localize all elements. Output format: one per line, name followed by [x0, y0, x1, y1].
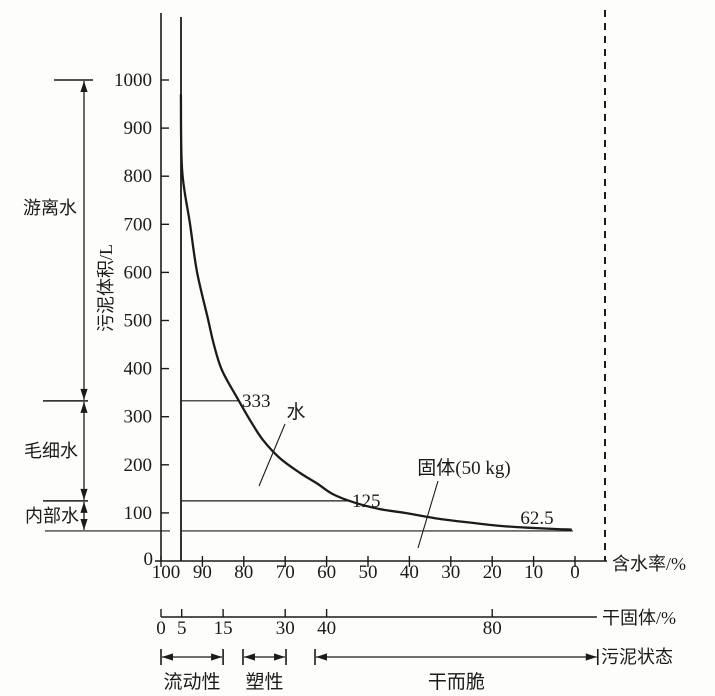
- volume-curve: [179, 17, 573, 561]
- arrowhead-icon: [80, 81, 88, 92]
- x-tick-label-40: 40: [400, 562, 419, 583]
- y-tick-label-1000: 1000: [114, 70, 152, 91]
- state-zone-label-0: 流动性: [164, 671, 221, 693]
- y-tick-label-0: 0: [144, 549, 154, 570]
- reference-value-62.5: 62.5: [520, 508, 553, 529]
- water-fraction-label-1: 毛细水: [24, 441, 78, 461]
- annotations: 水固体(50 kg): [258, 401, 511, 549]
- state-axis: 流动性 塑性 干而脆 污泥状态: [160, 647, 673, 693]
- y-tick-label-500: 500: [124, 311, 153, 332]
- x-tick-label-90: 90: [193, 562, 212, 583]
- y-tick-label-400: 400: [124, 359, 153, 380]
- x-tick-label-100: 100: [152, 562, 181, 583]
- state-axis-title: 污泥状态: [601, 647, 673, 667]
- water-leader-line: [258, 423, 286, 487]
- solids-annotation-label: 固体(50 kg): [417, 457, 510, 479]
- x-axis-title: 含水率/%: [612, 554, 686, 574]
- water-fraction-label-2: 内部水: [25, 506, 79, 526]
- dry-tick-label-15: 15: [214, 618, 233, 639]
- water-annotation-label: 水: [286, 401, 305, 423]
- curve-path: [179, 93, 573, 531]
- solids-leader-line: [417, 480, 439, 549]
- arrowhead-icon: [316, 653, 328, 661]
- y-tick-label-300: 300: [124, 407, 153, 428]
- x-tick-label-30: 30: [441, 562, 460, 583]
- x-tick-label-10: 10: [524, 562, 543, 583]
- state-zone-label-2: 干而脆: [428, 671, 485, 693]
- y-tick-label-800: 800: [124, 166, 153, 187]
- y-tick-label-700: 700: [124, 214, 153, 235]
- dry-solids-axis: 0 5 15 30 40 80 干固体/%: [156, 608, 676, 639]
- arrowhead-icon: [80, 401, 88, 413]
- arrowhead-icon: [80, 501, 88, 513]
- y-axis: 0 100 200 300 400 500 600 700 800 900 1000 污泥体积/L: [96, 13, 169, 570]
- dry-tick-label-30: 30: [276, 618, 295, 639]
- arrowhead-icon: [585, 653, 597, 661]
- dry-tick-label-80: 80: [483, 618, 502, 639]
- x-axis: 100 90 80 70 60 50 40 30 20 10 0 含水率/%: [152, 554, 686, 583]
- arrowhead-icon: [243, 653, 255, 661]
- dry-tick-label-5: 5: [177, 618, 187, 639]
- y-tick-label-200: 200: [124, 455, 153, 476]
- y-tick-label-100: 100: [124, 503, 153, 524]
- state-zone-label-1: 塑性: [245, 671, 283, 693]
- reference-value-333: 333: [242, 391, 271, 412]
- x-tick-label-50: 50: [359, 562, 378, 583]
- y-axis-title: 污泥体积/L: [96, 244, 116, 332]
- water-fraction-label-0: 游离水: [23, 198, 77, 218]
- arrowhead-icon: [80, 388, 88, 400]
- dry-tick-label-0: 0: [156, 618, 166, 639]
- x-tick-label-0: 0: [570, 562, 580, 583]
- arrowhead-icon: [80, 518, 88, 530]
- y-tick-label-600: 600: [124, 262, 153, 283]
- x-tick-label-60: 60: [317, 562, 336, 583]
- dry-axis-title: 干固体/%: [602, 608, 676, 628]
- x-tick-label-80: 80: [234, 562, 253, 583]
- x-tick-label-20: 20: [483, 562, 502, 583]
- arrowhead-icon: [80, 488, 88, 500]
- arrowhead-icon: [274, 653, 286, 661]
- arrowhead-icon: [211, 653, 223, 661]
- x-tick-label-70: 70: [276, 562, 295, 583]
- y-tick-label-900: 900: [124, 118, 153, 139]
- dry-tick-label-40: 40: [317, 618, 336, 639]
- arrowhead-icon: [162, 653, 173, 661]
